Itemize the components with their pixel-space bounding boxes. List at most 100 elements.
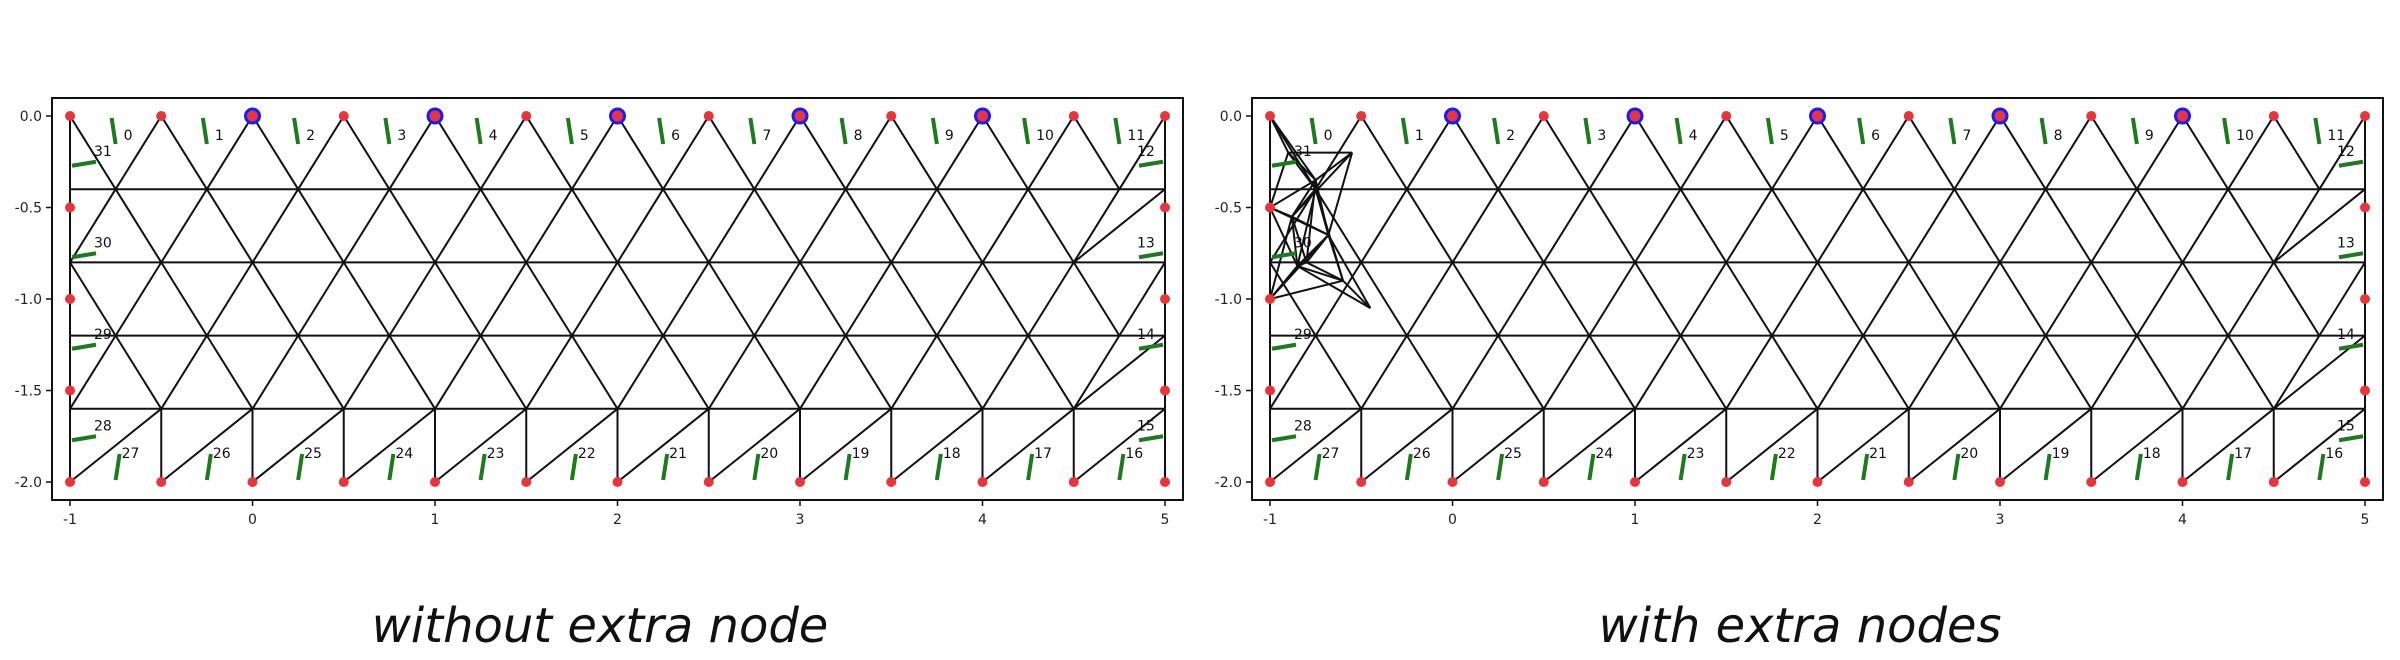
mesh-edge — [1291, 179, 1317, 218]
boundary-node — [2268, 111, 2279, 121]
mesh-edge — [1862, 188, 1910, 263]
mesh-edge — [1072, 115, 1121, 190]
mesh-edge — [69, 335, 117, 410]
boundary-node — [521, 477, 532, 487]
node-label: 7 — [762, 128, 771, 144]
mesh-edge — [479, 261, 528, 337]
normal-tick — [2317, 453, 2326, 481]
boundary-node — [2177, 477, 2188, 487]
mesh-edge — [388, 115, 436, 190]
boundary-node — [1630, 477, 1640, 487]
boundary-node — [338, 111, 349, 121]
normal-tick — [71, 159, 97, 168]
mesh-edge — [434, 261, 482, 337]
node-label: 1 — [1415, 128, 1424, 144]
mesh-edge — [1816, 335, 1864, 410]
normal-tick — [200, 117, 209, 145]
x-tick-label: 5 — [2361, 512, 2370, 528]
mesh-edge — [251, 335, 299, 410]
mesh-edge — [1027, 115, 1075, 190]
boundary-node — [1160, 477, 1170, 487]
y-tick-label: -0.5 — [15, 201, 42, 217]
mesh-edge — [343, 408, 436, 483]
mesh-edge — [1862, 261, 1910, 337]
y-tick-label: -0.5 — [1215, 201, 1242, 217]
mesh-edge — [69, 408, 162, 483]
y-tick-label: -1.5 — [15, 384, 42, 400]
mesh-edge — [1999, 188, 2047, 263]
boundary-node — [1068, 477, 1079, 487]
mesh-edge — [297, 261, 345, 337]
mesh-edge — [844, 188, 893, 263]
mesh-edge — [1269, 408, 1362, 483]
node-label: 22 — [1778, 446, 1796, 462]
boundary-node — [977, 477, 988, 487]
mesh-edge — [206, 335, 254, 410]
mesh-edge — [2181, 188, 2229, 263]
mesh-edge — [1314, 261, 1363, 337]
boundary-node — [1265, 202, 1275, 213]
normal-tick — [748, 117, 757, 145]
mesh-edge — [1360, 188, 1408, 263]
mesh-edge — [479, 188, 528, 263]
node-label: 30 — [94, 235, 112, 251]
normal-tick — [2134, 453, 2143, 481]
mesh-edge — [1269, 279, 1344, 300]
normal-tick — [292, 117, 301, 145]
mesh-edge — [890, 115, 938, 190]
mesh-edge — [1315, 151, 1353, 181]
mesh-edge — [1296, 188, 1317, 267]
mesh-edge — [1771, 335, 1819, 410]
boundary-nodes — [1265, 107, 2370, 487]
mesh-edge — [114, 115, 163, 190]
right-panel: -1 0 1 2 3 4 5 0.0 -0.5 -1.0 -1.5 -2.0 0 1 2 3 4 5 6 7 8 9 10 1… — [1200, 0, 2400, 660]
mesh-edge — [1725, 408, 1819, 483]
boundary-node — [65, 202, 75, 213]
boundary-node — [156, 477, 167, 487]
normal-tick — [930, 117, 939, 145]
node-label: 22 — [578, 446, 596, 462]
node-label: 25 — [304, 446, 322, 462]
mesh-edge — [1269, 179, 1317, 209]
boundary-node — [1447, 477, 1458, 487]
mesh-edge — [662, 335, 710, 410]
mesh-edge — [2090, 335, 2138, 410]
normal-tick — [2338, 342, 2364, 351]
boundary-node — [1538, 477, 1549, 487]
mesh-edge — [2181, 408, 2275, 483]
node-label: 0 — [1324, 128, 1333, 144]
node-label: 10 — [1036, 128, 1054, 144]
y-tick-label: -1.0 — [15, 292, 42, 308]
caption-right: with extra nodes — [1598, 598, 2002, 654]
node-label: 26 — [1413, 446, 1431, 462]
mesh-edge — [342, 261, 391, 337]
mesh-edge — [753, 115, 801, 190]
mesh-edge — [1118, 115, 1166, 190]
normal-tick — [1026, 453, 1035, 481]
mesh-edge — [2227, 335, 2275, 410]
mesh-edge — [251, 408, 345, 483]
mesh-edge — [1953, 115, 2001, 190]
node-label: 31 — [94, 144, 112, 160]
mesh-edge — [1451, 335, 1499, 410]
x-tick-label: 5 — [1161, 512, 1170, 528]
mesh-edge — [1679, 188, 1728, 263]
mesh-edge — [1314, 179, 1330, 236]
boundary-node — [65, 294, 75, 304]
mesh-edge — [2090, 261, 2138, 337]
mesh-edge — [936, 261, 984, 337]
mesh-edge — [1269, 265, 1299, 300]
normal-tick — [661, 453, 670, 481]
mesh-edge — [2136, 335, 2184, 410]
left-panel: -1 0 1 2 3 4 5 0.0 -0.5 -1.0 -1.5 -2.0 0 1 2 3 4 5 6 7 8 9 10 1… — [15, 97, 1184, 654]
normal-tick — [387, 453, 396, 481]
mesh-edge — [981, 335, 1029, 410]
mesh-edge — [2227, 261, 2275, 337]
mesh-edge — [1269, 335, 1317, 410]
normal-tick — [2338, 251, 2364, 260]
mesh-edge — [1999, 335, 2047, 410]
node-label: 19 — [2052, 446, 2070, 462]
node-label: 19 — [852, 446, 870, 462]
mesh-edge — [297, 188, 345, 263]
boundary-node — [1903, 477, 1914, 487]
